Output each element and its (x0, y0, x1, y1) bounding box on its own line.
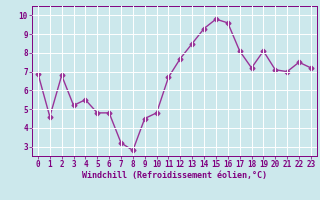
X-axis label: Windchill (Refroidissement éolien,°C): Windchill (Refroidissement éolien,°C) (82, 171, 267, 180)
